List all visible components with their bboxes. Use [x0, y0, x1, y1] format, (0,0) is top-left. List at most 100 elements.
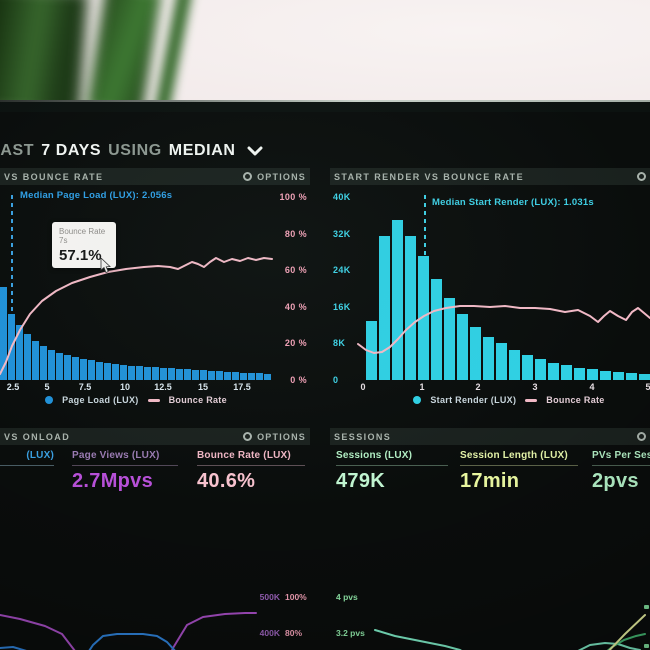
histogram-bar: [418, 256, 429, 380]
mouse-cursor-icon: [100, 258, 111, 273]
histogram-bar: [574, 368, 585, 380]
y-axis-tick: 500K: [259, 592, 280, 602]
histogram-bar: [152, 367, 159, 380]
histogram-bar: [587, 369, 598, 380]
metric-page-views: Page Views (LUX) 2.7Mpvs: [72, 450, 178, 493]
legend-dot-icon: [413, 396, 422, 404]
x-axis-tick: 0: [360, 382, 366, 392]
tooltip-series-label: Bounce Rate: [59, 227, 106, 236]
sessions-line-chart: [374, 614, 646, 650]
metric-underline: [0, 465, 54, 466]
histogram-bar: [379, 236, 390, 380]
median-marker-line: [11, 195, 13, 312]
clipped-axis-tick: [644, 644, 649, 648]
session-length-line: [606, 633, 646, 650]
y-axis-tick: 100%: [285, 592, 307, 602]
legend-dot-icon: [45, 396, 54, 404]
histogram-bar: [431, 279, 442, 380]
clipped-axis-tick: [644, 605, 649, 609]
chevron-down-icon[interactable]: [247, 146, 263, 156]
histogram-bar: [483, 337, 494, 380]
histogram-bar: [509, 350, 520, 380]
histogram-bar: [639, 374, 650, 380]
metric-label: Session Length (LUX): [460, 450, 568, 461]
x-axis-tick: 2.5: [6, 382, 20, 392]
x-axis-tick: 15: [197, 382, 208, 392]
metric-value: 17min: [460, 470, 520, 492]
panel-title: SESSIONS: [334, 431, 392, 442]
metric-bounce-rate: Bounce Rate (LUX) 40.6%: [197, 450, 305, 493]
plant-leaf: [154, 0, 193, 102]
histogram-bar: [366, 321, 377, 380]
metric-label: (LUX): [26, 450, 54, 461]
page-views-line: [0, 612, 257, 650]
histogram-bar: [248, 373, 255, 380]
gear-icon[interactable]: [243, 432, 253, 441]
options-button[interactable]: OPTIONS: [243, 432, 306, 442]
histogram-bar: [160, 368, 167, 380]
histogram-bar: [192, 370, 199, 380]
histogram-bar: [56, 353, 63, 380]
histogram-bar: [470, 327, 481, 380]
panel-header: VS BOUNCE RATE OPTIONS: [0, 168, 310, 185]
metric-label: Sessions (LUX): [336, 450, 413, 461]
histogram-bar: [72, 357, 79, 380]
histogram-bar: [32, 341, 39, 380]
metric-value: 40.6%: [197, 470, 256, 492]
panel-title: VS ONLOAD: [4, 431, 71, 442]
y-axis-tick: 16K: [333, 302, 351, 312]
y-axis-tick: 400K: [259, 628, 280, 638]
histogram-bar: [405, 236, 416, 380]
y-axis-tick: 32K: [333, 229, 351, 239]
background-wall: [0, 0, 650, 102]
histogram-bar: [548, 363, 559, 380]
panel-start-render-vs-bounce-rate: START RENDER VS BOUNCE RATE 40K 32K 24K …: [330, 168, 650, 420]
metric-value: 479K: [336, 470, 386, 492]
x-axis-tick: 1: [419, 382, 425, 392]
histogram-bar: [522, 355, 533, 380]
panel-header: VS ONLOAD OPTIONS: [0, 428, 310, 445]
median-annotation: Median Start Render (LUX): 1.031s: [432, 197, 594, 208]
panel-title: START RENDER VS BOUNCE RATE: [334, 171, 524, 182]
legend-line-icon: [147, 398, 160, 402]
panel-page-load-vs-bounce-rate: VS BOUNCE RATE OPTIONS Median Page Load …: [0, 168, 310, 420]
histogram-bar: [40, 346, 47, 380]
panel-sessions: SESSIONS Sessions (LUX) 479K Session Len…: [330, 428, 650, 650]
monitor-bezel: [0, 102, 650, 112]
range-value-label: 7 DAYS: [41, 142, 102, 159]
options-button[interactable]: [637, 432, 646, 441]
y-axis-tick: 0: [333, 375, 339, 385]
histogram-bar: [208, 371, 215, 380]
plant-leaf: [0, 0, 89, 102]
gear-icon[interactable]: [637, 432, 646, 441]
histogram-bar: [216, 371, 223, 380]
options-label: OPTIONS: [257, 431, 306, 442]
x-axis-tick: 10: [119, 382, 130, 392]
plant-leaf: [86, 0, 162, 102]
panel-header: SESSIONS: [330, 428, 650, 445]
tooltip-value: 57.1%: [59, 247, 102, 264]
bounce-rate-line-chart: [0, 257, 273, 375]
histogram-bar: [626, 373, 637, 380]
histogram-bar: [444, 298, 455, 380]
panel-title: VS BOUNCE RATE: [4, 171, 104, 182]
histogram-bar: [0, 287, 7, 380]
metric-underline: [197, 465, 305, 466]
bounce-rate-line-chart: [357, 305, 650, 354]
date-range-selector[interactable]: LAST 7 DAYS USING MEDIAN: [0, 138, 263, 164]
histogram-bar: [168, 368, 175, 380]
tooltip-x-value: 7s: [59, 236, 68, 245]
y-axis-tick: 100 %: [279, 192, 307, 202]
gear-icon[interactable]: [243, 172, 253, 181]
histogram-bar: [561, 365, 572, 380]
y-axis-tick: 40 %: [284, 302, 307, 312]
options-button[interactable]: [637, 172, 646, 181]
panel-page-views-vs-onload: VS ONLOAD OPTIONS (LUX) Page Views (LUX)…: [0, 428, 310, 650]
histogram-bar: [88, 360, 95, 380]
options-button[interactable]: OPTIONS: [243, 172, 306, 182]
x-axis-tick: 7.5: [78, 382, 92, 392]
metric-pvs-per-session: PVs Per Session 2pvs: [592, 450, 650, 493]
legend-label: Bounce Rate: [168, 395, 227, 405]
histogram-bar: [120, 365, 127, 380]
gear-icon[interactable]: [637, 172, 646, 181]
